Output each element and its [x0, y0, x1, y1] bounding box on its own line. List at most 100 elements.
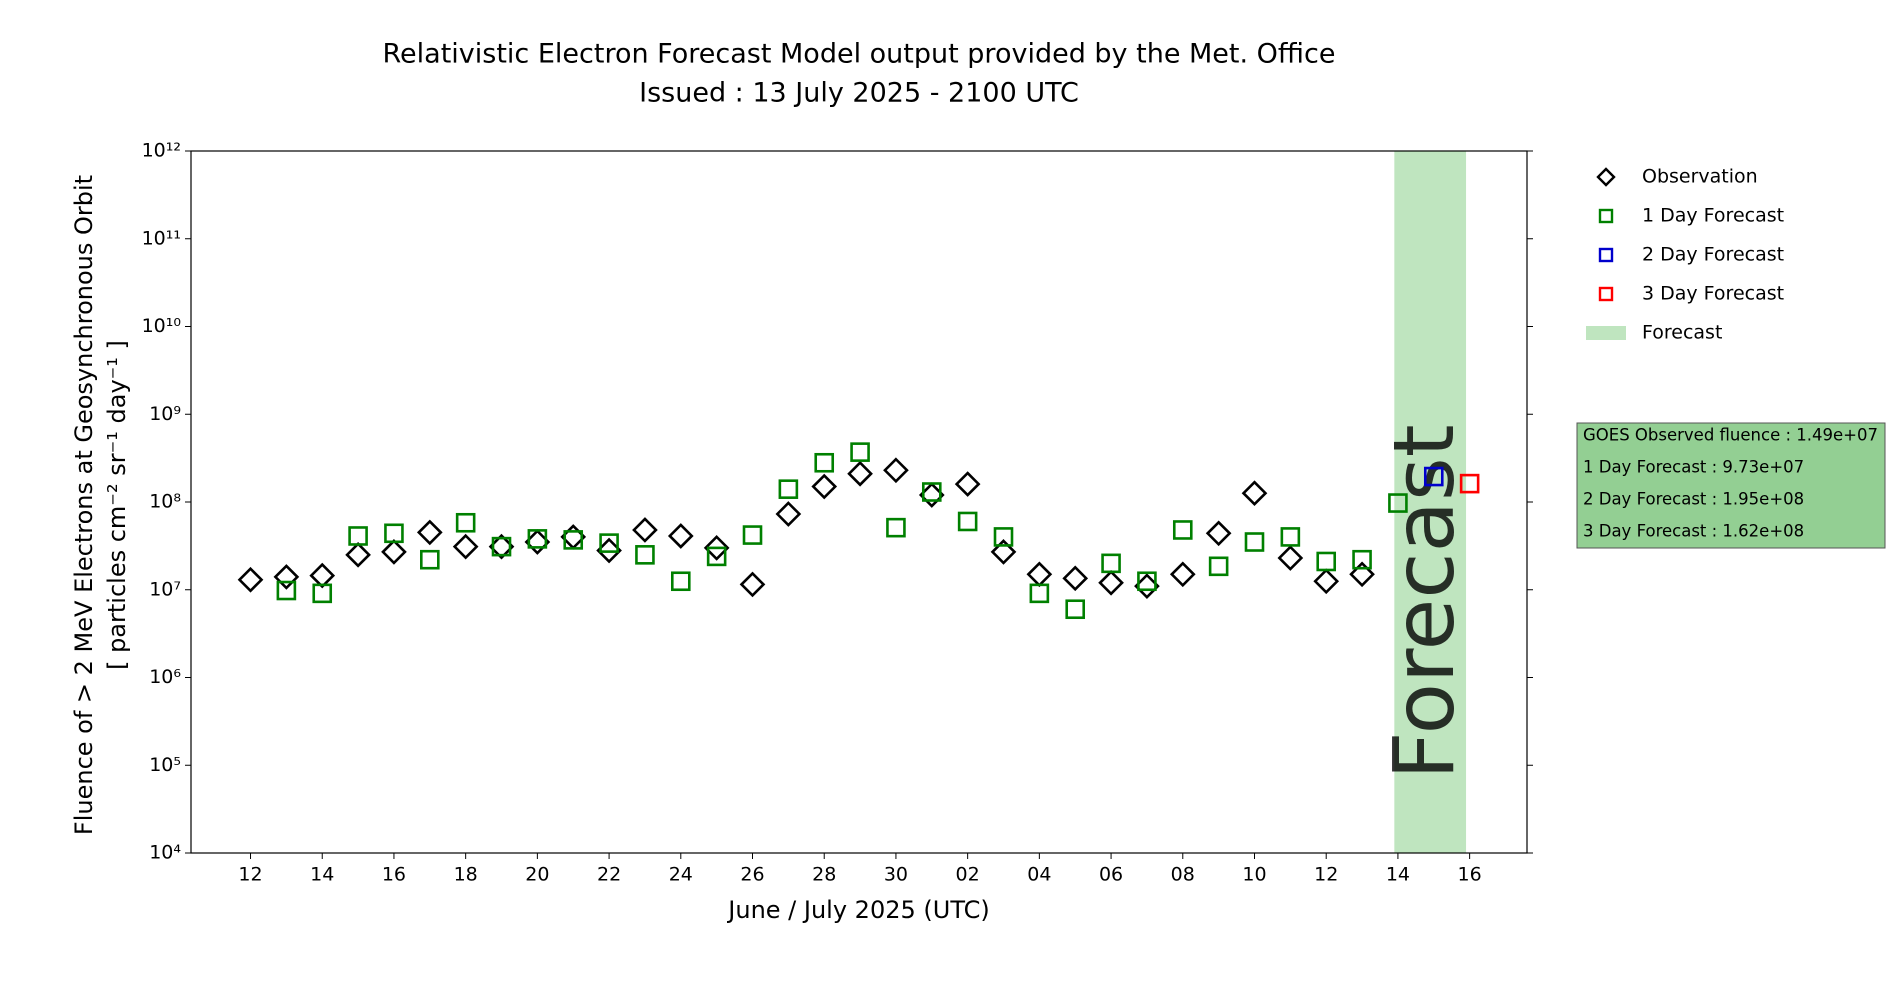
chart-subtitle: Issued : 13 July 2025 - 2100 UTC [639, 78, 1079, 109]
square-marker [886, 517, 906, 538]
square-marker [850, 442, 870, 462]
diamond-marker [452, 533, 479, 560]
y-tick-label: 10⁶ [149, 666, 181, 688]
square-marker [599, 533, 619, 553]
legend-marker [1598, 286, 1614, 302]
diamond-marker [667, 523, 694, 549]
x-tick-label: 14 [1386, 864, 1410, 886]
square-marker [1316, 551, 1337, 572]
diamond-marker [775, 501, 802, 527]
square-marker [491, 536, 512, 557]
diamond-marker [703, 535, 730, 561]
y-tick-label: 10⁵ [149, 754, 181, 776]
chart-title: Relativistic Electron Forecast Model out… [383, 39, 1336, 70]
diamond-marker [739, 571, 766, 598]
legend-label: 3 Day Forecast [1642, 283, 1784, 305]
square-marker [1065, 599, 1086, 620]
x-tick-label: 16 [1458, 864, 1482, 886]
square-marker [1208, 556, 1229, 577]
square-marker [706, 546, 727, 567]
x-tick-label: 26 [740, 864, 764, 886]
y-tick-label: 10¹⁰ [142, 315, 181, 337]
diamond-marker [1349, 561, 1375, 588]
x-tick-label: 24 [669, 864, 693, 886]
diamond-marker [1277, 545, 1304, 571]
square-marker [1459, 473, 1480, 494]
y-tick-label: 10⁹ [149, 403, 181, 425]
info-text: 1 Day Forecast : 9.73e+07 [1583, 458, 1804, 477]
square-marker [455, 512, 476, 533]
x-tick-label: 12 [238, 864, 262, 886]
diamond-marker [416, 519, 443, 546]
square-marker [1388, 493, 1408, 513]
x-tick-label: 06 [1099, 864, 1123, 886]
x-tick-label: 20 [525, 864, 549, 886]
legend-label: Observation [1642, 166, 1758, 188]
legend-marker [1598, 247, 1614, 263]
diamond-marker [1241, 480, 1268, 507]
diamond-marker [237, 566, 264, 593]
diamond-marker [990, 539, 1017, 565]
diamond-marker [1026, 561, 1053, 588]
diamond-marker [883, 457, 909, 484]
diamond-marker [1062, 565, 1089, 592]
y-tick-label: 10⁷ [149, 578, 181, 600]
x-tick-label: 16 [382, 864, 406, 886]
y-tick-label: 10¹² [142, 140, 181, 162]
x-axis-label: June / July 2025 (UTC) [726, 896, 989, 924]
x-tick-label: 18 [454, 864, 478, 886]
diamond-marker [1098, 569, 1124, 596]
square-marker [420, 549, 440, 570]
legend-label: Forecast [1642, 322, 1722, 344]
x-tick-label: 14 [310, 864, 334, 886]
plot-frame [190, 150, 1528, 854]
diamond-marker [345, 541, 371, 568]
square-marker [957, 511, 978, 532]
x-tick-label: 22 [597, 864, 621, 886]
square-marker [384, 523, 404, 544]
diamond-marker [1205, 520, 1232, 547]
square-marker [1352, 549, 1372, 570]
y-tick-label: 10⁸ [149, 491, 181, 513]
x-tick-label: 28 [812, 864, 836, 886]
x-tick-label: 30 [884, 864, 908, 886]
square-marker [814, 452, 835, 473]
diamond-marker [632, 517, 658, 543]
legend-marker [1598, 208, 1614, 224]
square-marker [1137, 571, 1157, 592]
y-tick-label: 10¹¹ [142, 227, 181, 249]
y-tick-label: 10⁴ [149, 842, 181, 864]
legend-marker [1586, 326, 1626, 340]
diamond-marker [1313, 568, 1340, 595]
square-marker [993, 527, 1014, 547]
info-text: GOES Observed fluence : 1.49e+07 [1583, 426, 1878, 445]
diamond-marker [273, 564, 300, 590]
info-text: 2 Day Forecast : 1.95e+08 [1583, 490, 1804, 509]
square-marker [1280, 527, 1301, 547]
info-text: 3 Day Forecast : 1.62e+08 [1583, 522, 1804, 541]
square-marker [742, 525, 763, 545]
square-marker [312, 583, 333, 604]
legend-label: 2 Day Forecast [1642, 244, 1784, 266]
square-marker [527, 529, 548, 549]
y-axis-label: [ particles cm⁻² sr⁻¹ day⁻¹ ] [103, 340, 131, 670]
square-marker [635, 545, 655, 565]
x-tick-label: 08 [1171, 864, 1195, 886]
y-axis-label: Fluence of > 2 MeV Electrons at Geosynch… [70, 175, 98, 835]
square-marker [1029, 583, 1050, 604]
square-marker [1172, 520, 1193, 540]
diamond-marker [381, 539, 407, 565]
square-marker [921, 482, 942, 502]
x-tick-label: 12 [1314, 864, 1338, 886]
diamond-marker [954, 471, 981, 497]
square-marker [670, 571, 691, 592]
x-tick-label: 02 [956, 864, 980, 886]
legend-marker [1596, 167, 1616, 187]
square-marker [1101, 553, 1121, 574]
legend-label: 1 Day Forecast [1642, 205, 1784, 227]
square-marker [276, 580, 297, 601]
info-box [1576, 422, 1886, 549]
diamond-marker [847, 460, 873, 487]
